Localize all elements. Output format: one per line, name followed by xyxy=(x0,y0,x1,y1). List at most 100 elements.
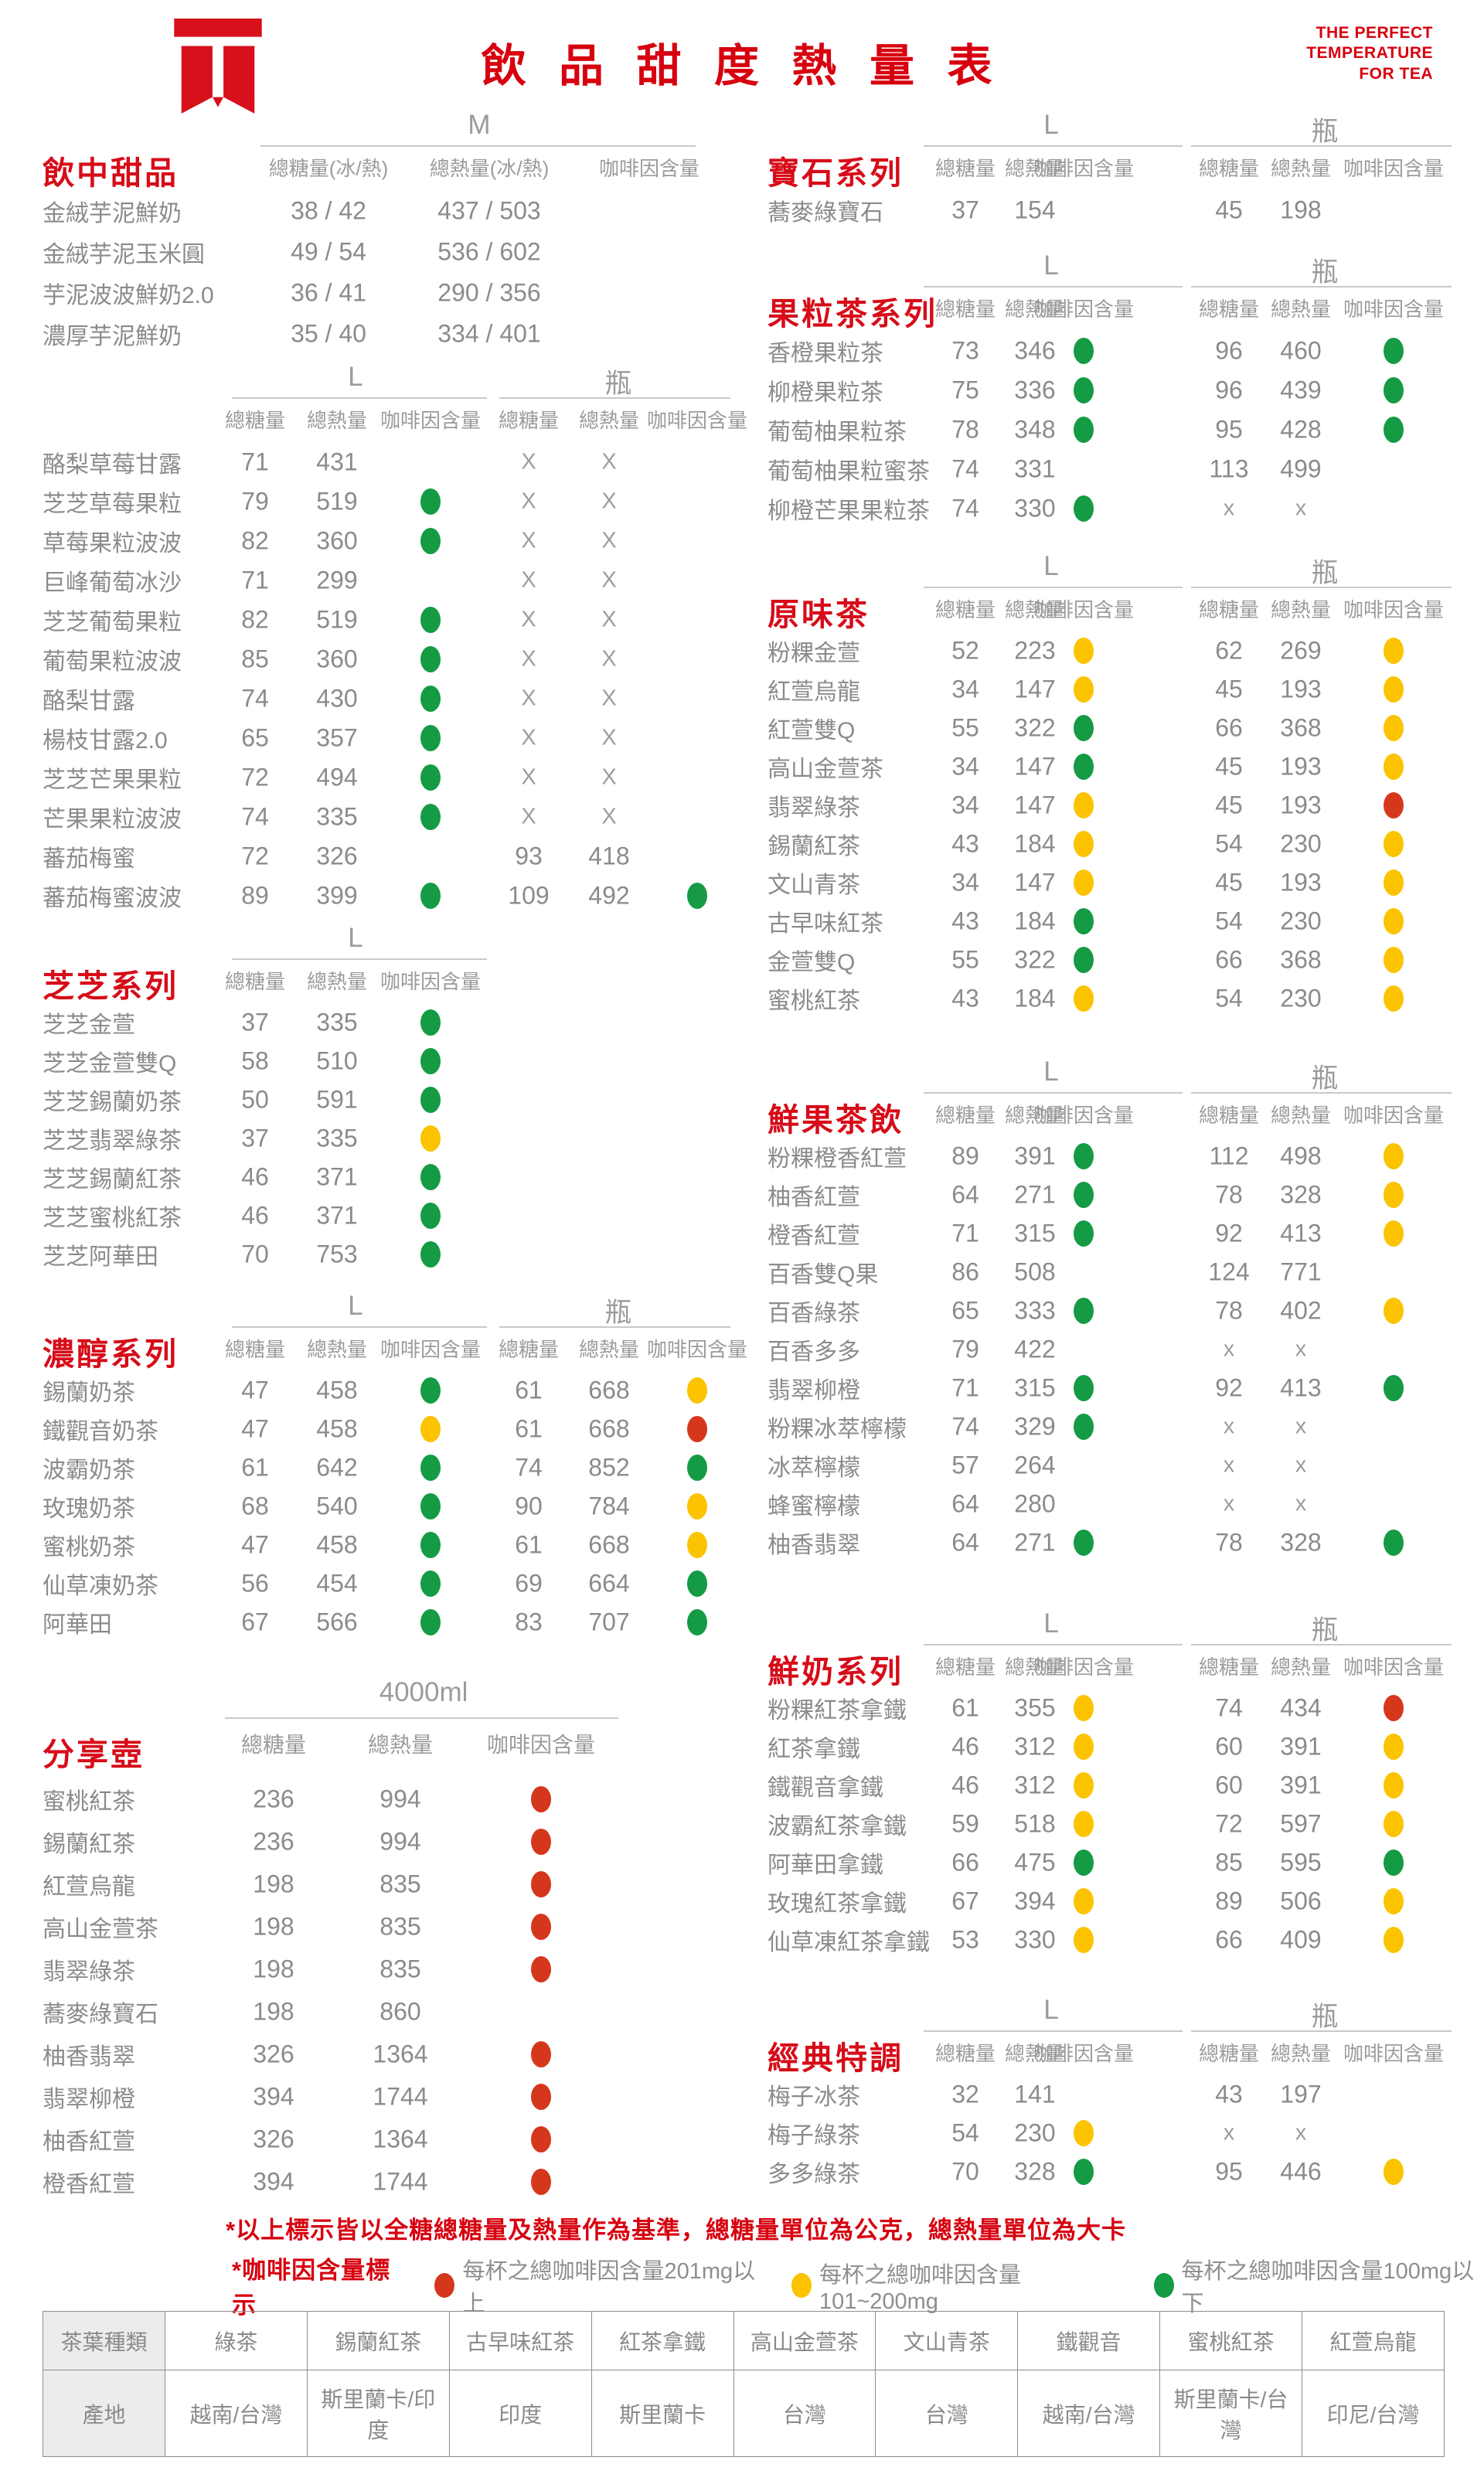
column-header: 咖啡因含量 xyxy=(646,409,748,432)
not-available-mark: X xyxy=(601,764,617,789)
sugar-value: 66 xyxy=(1215,713,1243,742)
drink-row: 柚香翡翠 64 271 78 328 xyxy=(734,1523,1484,1562)
sugar-value: 61 xyxy=(515,1376,543,1404)
column-header: 咖啡因含量 xyxy=(1343,298,1445,321)
sugar-value: 82 xyxy=(241,526,269,554)
sugar-value: 72 xyxy=(241,763,269,791)
caffeine-dot-green xyxy=(420,724,441,751)
size-label: L xyxy=(1043,250,1059,281)
calorie-value: 391 xyxy=(1280,1771,1322,1799)
drink-row: 仙草凍紅茶拿鐵 53 330 66 409 xyxy=(734,1921,1484,1959)
drink-row: 蜜桃紅茶 236 994 xyxy=(0,1778,734,1820)
sugar-value: 37 xyxy=(951,196,979,224)
sugar-value: 43 xyxy=(1215,2080,1243,2108)
calorie-value: 334 / 401 xyxy=(437,319,541,347)
calorie-value: 264 xyxy=(1014,1451,1056,1479)
drink-name: 百香雙Q果 xyxy=(768,1262,879,1288)
not-available-mark: X xyxy=(601,567,617,592)
sugar-value: 109 xyxy=(508,881,550,909)
drink-row: 芝芝芒果果粒 72 494 X X xyxy=(0,757,734,797)
tagline-line: TEMPERATURE xyxy=(1306,44,1433,63)
drink-row: 柳橙果粒茶 75 336 96 439 xyxy=(734,370,1484,410)
not-available-mark: x xyxy=(1223,1452,1235,1478)
sugar-value: 72 xyxy=(241,842,269,869)
sugar-value: 78 xyxy=(1215,1528,1243,1557)
caffeine-dot-green xyxy=(420,606,441,633)
caffeine-dot-red xyxy=(531,2125,551,2152)
calorie-value: 184 xyxy=(1014,829,1056,858)
calorie-value: 430 xyxy=(316,684,358,712)
origin-cell: 印度 xyxy=(448,2370,592,2457)
calorie-value: 360 xyxy=(316,526,358,554)
tagline-line: THE PERFECT xyxy=(1316,24,1433,42)
header-rule xyxy=(924,587,1183,588)
caffeine-dot-yellow xyxy=(1384,1220,1404,1247)
calorie-value: 1364 xyxy=(373,2040,428,2067)
calorie-value: 230 xyxy=(1280,984,1322,1012)
column-header: 總熱量 xyxy=(1004,1104,1066,1127)
not-available-mark: X xyxy=(521,725,536,750)
origin-table-row: 茶葉種類 綠茶 錫蘭紅茶 古早味紅茶 紅茶拿鐵 高山金萱茶 文山青茶 鐵觀音 蜜桃紅茶 紅萱烏龍 xyxy=(43,2311,1445,2370)
drink-row: 阿華田 67 566 83 707 xyxy=(0,1603,734,1642)
sugar-value: 36 / 41 xyxy=(291,278,366,306)
drink-row: 錫蘭奶茶 47 458 61 668 xyxy=(0,1371,734,1410)
drink-name: 粉粿橙香紅萱 xyxy=(768,1146,907,1172)
caffeine-dot-yellow xyxy=(687,1493,707,1519)
sugar-value: 37 xyxy=(241,1008,269,1036)
drink-row: 高山金萱茶 198 835 xyxy=(0,1905,734,1948)
drink-name: 金絨芋泥鮮奶 xyxy=(43,200,182,226)
drink-row: 紅萱烏龍 34 147 45 193 xyxy=(734,670,1484,709)
caffeine-dot-green xyxy=(1074,947,1094,973)
drink-name: 鐵觀音奶茶 xyxy=(43,1419,158,1445)
drink-row: 波霸紅茶拿鐵 59 518 72 597 xyxy=(734,1805,1484,1843)
column-header: 總熱量 xyxy=(1270,2042,1332,2065)
not-available-mark: x xyxy=(1295,1491,1307,1516)
drink-row: 芝芝金萱 37 335 xyxy=(0,1003,734,1042)
caffeine-dot-green xyxy=(420,488,441,515)
header-rule xyxy=(924,286,1183,288)
not-available-mark: X xyxy=(521,449,536,474)
caffeine-dot-yellow xyxy=(1384,1888,1404,1914)
not-available-mark: X xyxy=(601,804,617,829)
sugar-value: 69 xyxy=(515,1569,543,1598)
calorie-value: 328 xyxy=(1280,1180,1322,1209)
caffeine-dot-red xyxy=(531,2083,551,2110)
sugar-value: 66 xyxy=(1215,945,1243,974)
drink-row: 波霸奶茶 61 642 74 852 xyxy=(0,1448,734,1487)
caffeine-dot-yellow xyxy=(1384,715,1404,741)
calorie-value: 595 xyxy=(1280,1848,1322,1877)
calorie-value: 994 xyxy=(380,1785,421,1812)
calorie-value: 668 xyxy=(588,1414,630,1443)
caffeine-legend-label: *咖啡因含量標示 xyxy=(232,2257,391,2319)
caffeine-legend: *咖啡因含量標示 每杯之總咖啡因含量201mg以上 每杯之總咖啡因含量101~20… xyxy=(232,2251,1484,2320)
sugar-value: 61 xyxy=(515,1414,543,1443)
sugar-value: 89 xyxy=(241,881,269,909)
sugar-value: 71 xyxy=(241,566,269,594)
calorie-value: 494 xyxy=(316,763,358,791)
calorie-value: 994 xyxy=(380,1827,421,1855)
sugar-value: 74 xyxy=(1215,1693,1243,1722)
drink-name: 芝芝翡翠綠茶 xyxy=(43,1128,182,1154)
drink-row: 紅萱烏龍 198 835 xyxy=(0,1863,734,1905)
caffeine-dot-green xyxy=(420,882,441,909)
calorie-value: 193 xyxy=(1280,675,1322,703)
not-available-mark: x xyxy=(1223,2120,1235,2146)
caffeine-dot-green xyxy=(1384,1850,1404,1876)
header-rule xyxy=(924,2030,1183,2032)
column-header: 總糖量 xyxy=(240,1733,307,1757)
sugar-value: 66 xyxy=(1215,1925,1243,1954)
calorie-value: 271 xyxy=(1014,1180,1056,1209)
column-header: 總熱量(冰/熱) xyxy=(429,157,550,180)
caffeine-dot-yellow xyxy=(1384,985,1404,1012)
column-header: 咖啡因含量 xyxy=(1343,1656,1445,1679)
caffeine-dot-yellow xyxy=(420,1125,441,1152)
drink-row: 葡萄柚果粒蜜茶 74 331 113 499 xyxy=(734,449,1484,488)
calorie-value: 852 xyxy=(588,1453,630,1482)
calorie-value: 492 xyxy=(588,881,630,909)
sugar-value: 85 xyxy=(1215,1848,1243,1877)
drink-row: 巨峰葡萄冰沙 71 299 X X xyxy=(0,560,734,600)
drink-name: 芝芝葡萄果粒 xyxy=(43,609,182,635)
caffeine-dot-yellow xyxy=(1074,1811,1094,1837)
size-label: 瓶 xyxy=(1311,1063,1339,1094)
sugar-value: 49 / 54 xyxy=(291,237,366,265)
